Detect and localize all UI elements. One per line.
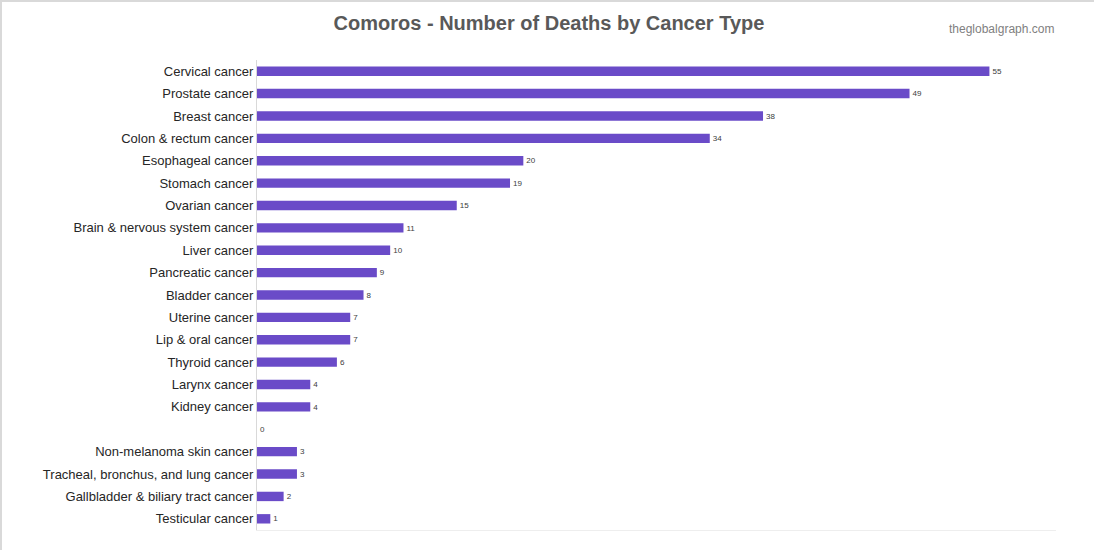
svg-text:11: 11 bbox=[406, 224, 415, 233]
svg-text:Esophageal cancer: Esophageal cancer bbox=[142, 153, 254, 168]
svg-text:Ovarian cancer: Ovarian cancer bbox=[165, 198, 254, 213]
svg-text:Larynx cancer: Larynx cancer bbox=[172, 377, 254, 392]
svg-text:19: 19 bbox=[513, 179, 522, 188]
svg-text:2: 2 bbox=[287, 492, 292, 501]
svg-text:Stomach cancer: Stomach cancer bbox=[159, 176, 254, 191]
svg-text:7: 7 bbox=[353, 313, 358, 322]
svg-text:9: 9 bbox=[380, 268, 385, 277]
svg-text:8: 8 bbox=[367, 291, 372, 300]
svg-text:20: 20 bbox=[526, 156, 535, 165]
svg-text:Pancreatic cancer: Pancreatic cancer bbox=[149, 265, 254, 280]
svg-text:Bladder cancer: Bladder cancer bbox=[166, 288, 254, 303]
svg-text:Thyroid cancer: Thyroid cancer bbox=[167, 355, 254, 370]
svg-text:7: 7 bbox=[353, 335, 358, 344]
svg-text:Liver cancer: Liver cancer bbox=[183, 243, 254, 258]
svg-text:15: 15 bbox=[460, 201, 469, 210]
svg-text:6: 6 bbox=[340, 358, 345, 367]
svg-text:10: 10 bbox=[393, 246, 402, 255]
svg-text:0: 0 bbox=[260, 425, 265, 434]
svg-text:49: 49 bbox=[913, 89, 922, 98]
svg-text:4: 4 bbox=[313, 380, 318, 389]
svg-text:Gallbladder & biliary tract ca: Gallbladder & biliary tract cancer bbox=[66, 489, 255, 504]
svg-text:3: 3 bbox=[300, 447, 305, 456]
svg-text:Cervical cancer: Cervical cancer bbox=[164, 64, 254, 79]
svg-text:Breast cancer: Breast cancer bbox=[173, 109, 254, 124]
svg-text:Comoros - Number of Deaths by: Comoros - Number of Deaths by Cancer Typ… bbox=[334, 12, 765, 34]
svg-text:Lip & oral cancer: Lip & oral cancer bbox=[156, 332, 254, 347]
svg-text:Tracheal, bronchus, and lung c: Tracheal, bronchus, and lung cancer bbox=[43, 467, 254, 482]
svg-text:1: 1 bbox=[273, 514, 278, 523]
svg-text:Testicular cancer: Testicular cancer bbox=[156, 511, 254, 526]
svg-text:3: 3 bbox=[300, 470, 305, 479]
svg-text:34: 34 bbox=[713, 134, 722, 143]
svg-text:theglobalgraph.com: theglobalgraph.com bbox=[949, 22, 1054, 36]
svg-text:Kidney cancer: Kidney cancer bbox=[171, 399, 254, 414]
svg-text:38: 38 bbox=[766, 112, 775, 121]
svg-text:55: 55 bbox=[992, 67, 1001, 76]
svg-text:Uterine cancer: Uterine cancer bbox=[169, 310, 254, 325]
svg-text:Non-melanoma skin cancer: Non-melanoma skin cancer bbox=[95, 444, 254, 459]
svg-text:Colon & rectum cancer: Colon & rectum cancer bbox=[121, 131, 254, 146]
svg-text:4: 4 bbox=[313, 403, 318, 412]
svg-text:Prostate cancer: Prostate cancer bbox=[162, 86, 254, 101]
svg-text:Brain & nervous system cancer: Brain & nervous system cancer bbox=[73, 220, 254, 235]
